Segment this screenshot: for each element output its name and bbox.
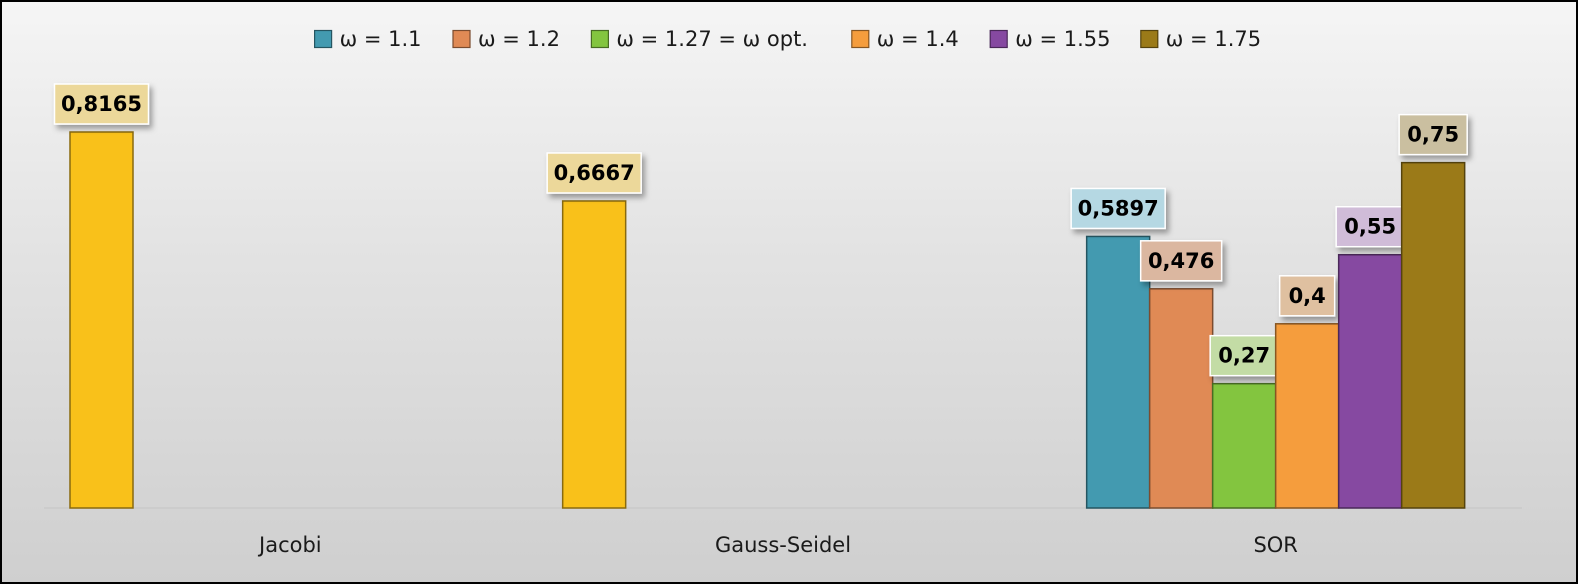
data-label-sor-1-4: 0,4 xyxy=(1289,284,1326,308)
x-tick-label-gauss-seidel: Gauss-Seidel xyxy=(715,533,851,557)
data-label-box-sor-1-1 xyxy=(1070,187,1166,230)
bar-sor-1-4 xyxy=(1274,323,1340,509)
legend-label-1: ω = 1.1 xyxy=(340,27,422,51)
data-label-box-sor-1-75 xyxy=(1398,113,1468,156)
x-tick-label-jacobi: Jacobi xyxy=(257,533,322,557)
data-label-sor-1-55: 0,55 xyxy=(1344,215,1396,239)
bar-jacobi-1-1 xyxy=(69,131,134,509)
data-label-box-sor-1-55 xyxy=(1335,205,1405,248)
legend-label-4: ω = 1.4 xyxy=(877,27,959,51)
bar-gauss-seidel-1-1 xyxy=(561,200,627,509)
legend-label-6: ω = 1.75 xyxy=(1166,27,1261,51)
data-label-sor-1-2: 0,476 xyxy=(1148,249,1214,273)
data-label-box-sor-1-2 xyxy=(1139,240,1223,282)
legend-swatch-5 xyxy=(989,29,1008,49)
data-label-jacobi-1-1: 0,8165 xyxy=(61,92,142,116)
data-label-gauss-seidel-1-1: 0,6667 xyxy=(554,161,635,185)
legend-label-5: ω = 1.55 xyxy=(1015,27,1110,51)
data-label-sor-1-75: 0,75 xyxy=(1407,123,1459,147)
legend-swatch-2 xyxy=(452,29,471,49)
data-label-box-sor-1-4 xyxy=(1278,275,1336,317)
data-label-box-gauss-seidel-1-1 xyxy=(546,152,642,194)
legend-swatch-1 xyxy=(314,29,333,49)
data-label-sor-1-27-opt: 0,27 xyxy=(1218,344,1270,368)
bar-sor-1-2 xyxy=(1148,288,1214,509)
legend-label-3: ω = 1.27 = ω opt. xyxy=(616,27,808,51)
legend-swatch-4 xyxy=(851,29,870,49)
legend-swatch-3 xyxy=(590,29,610,49)
legend-swatch-6 xyxy=(1140,29,1159,49)
bar-sor-1-75 xyxy=(1400,161,1466,509)
data-label-sor-1-1: 0,5897 xyxy=(1078,196,1159,220)
x-tick-label-sor: SOR xyxy=(1253,533,1297,557)
data-label-box-jacobi-1-1 xyxy=(53,83,150,125)
bar-sor-1-27-opt xyxy=(1211,382,1277,509)
legend-label-2: ω = 1.2 xyxy=(478,27,560,51)
bar-sor-1-55 xyxy=(1337,253,1403,509)
